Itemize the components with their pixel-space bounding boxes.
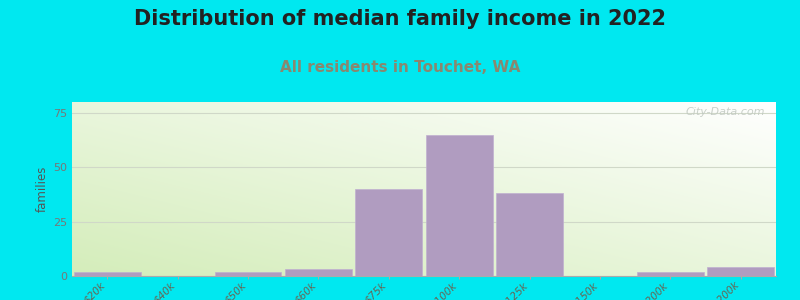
Bar (355, 189, 422, 276)
Text: Distribution of median family income in 2022: Distribution of median family income in … (134, 9, 666, 29)
Bar (214, 272, 282, 276)
Bar (426, 135, 493, 276)
Bar (285, 269, 352, 276)
Bar (496, 194, 563, 276)
Bar (74, 272, 141, 276)
Bar (637, 272, 704, 276)
Bar (707, 267, 774, 276)
Text: City-Data.com: City-Data.com (686, 107, 766, 117)
Y-axis label: families: families (36, 166, 49, 212)
Text: All residents in Touchet, WA: All residents in Touchet, WA (280, 60, 520, 75)
